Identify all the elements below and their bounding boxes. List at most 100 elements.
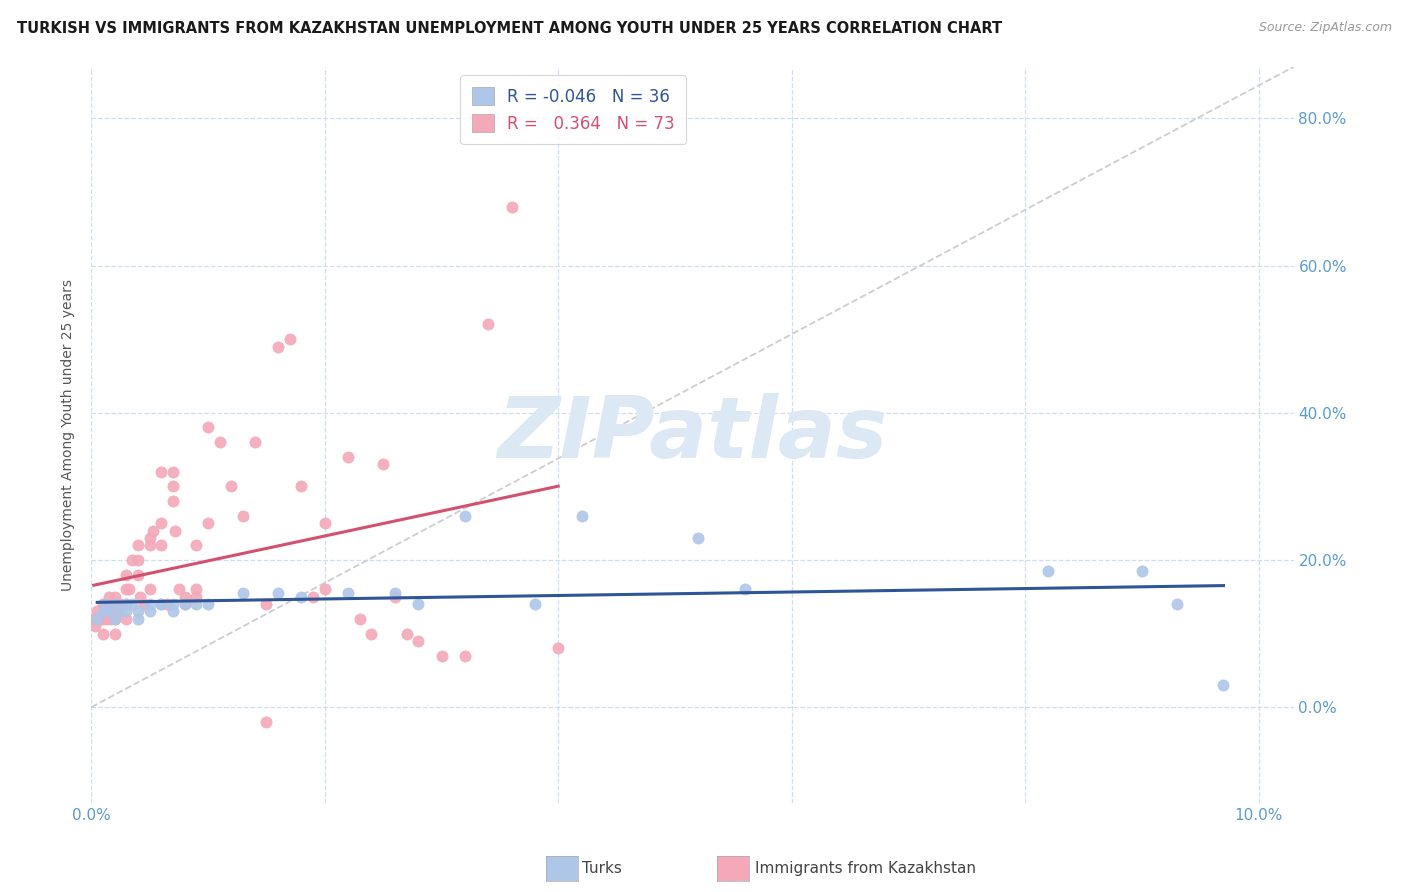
Point	[127, 553, 149, 567]
Point	[127, 567, 149, 582]
Point	[129, 590, 152, 604]
Point	[167, 582, 190, 597]
Point	[118, 582, 141, 597]
Point	[1166, 597, 1188, 611]
Point	[290, 479, 312, 493]
Point	[186, 590, 208, 604]
Point	[221, 479, 243, 493]
Point	[162, 465, 184, 479]
Point	[406, 597, 429, 611]
Point	[477, 318, 499, 332]
Point	[523, 597, 546, 611]
Point	[162, 597, 184, 611]
Point	[571, 508, 593, 523]
Point	[97, 605, 120, 619]
Point	[243, 435, 266, 450]
Point	[104, 626, 127, 640]
Point	[290, 590, 312, 604]
Text: Turks: Turks	[582, 862, 621, 876]
Point	[688, 531, 710, 545]
Point	[94, 597, 117, 611]
Point	[83, 612, 105, 626]
Point	[142, 524, 165, 538]
Point	[302, 590, 325, 604]
Text: Immigrants from Kazakhstan: Immigrants from Kazakhstan	[755, 862, 976, 876]
Point	[267, 340, 290, 354]
Point	[186, 582, 208, 597]
Point	[337, 450, 360, 464]
Point	[94, 597, 117, 611]
Point	[91, 597, 114, 611]
Point	[150, 465, 173, 479]
Point	[150, 516, 173, 531]
Point	[156, 597, 179, 611]
Point	[406, 633, 429, 648]
Point	[454, 508, 477, 523]
Point	[89, 612, 111, 626]
Point	[173, 597, 195, 611]
Point	[83, 619, 105, 633]
Point	[110, 605, 132, 619]
Point	[232, 586, 254, 600]
Point	[1212, 678, 1234, 692]
Point	[337, 586, 360, 600]
Point	[104, 612, 127, 626]
Point	[162, 479, 184, 493]
Text: TURKISH VS IMMIGRANTS FROM KAZAKHSTAN UNEMPLOYMENT AMONG YOUTH UNDER 25 YEARS CO: TURKISH VS IMMIGRANTS FROM KAZAKHSTAN UN…	[17, 21, 1002, 36]
Point	[430, 648, 453, 663]
Point	[139, 582, 162, 597]
Point	[121, 597, 143, 611]
Point	[150, 597, 173, 611]
Point	[139, 531, 162, 545]
Point	[127, 605, 149, 619]
Point	[91, 626, 114, 640]
Point	[127, 612, 149, 626]
Point	[121, 553, 143, 567]
Point	[197, 420, 219, 434]
Point	[232, 508, 254, 523]
Y-axis label: Unemployment Among Youth under 25 years: Unemployment Among Youth under 25 years	[62, 279, 76, 591]
Point	[150, 597, 173, 611]
Text: Source: ZipAtlas.com: Source: ZipAtlas.com	[1258, 21, 1392, 34]
Point	[105, 605, 128, 619]
Point	[278, 332, 301, 346]
Point	[104, 590, 127, 604]
Text: ZIPatlas: ZIPatlas	[498, 393, 887, 476]
Point	[256, 597, 278, 611]
Point	[104, 597, 127, 611]
Point	[547, 641, 569, 656]
Point	[1130, 564, 1153, 578]
Point	[115, 612, 138, 626]
Point	[86, 605, 108, 619]
Point	[91, 612, 114, 626]
Point	[256, 714, 278, 729]
Point	[165, 524, 187, 538]
Point	[501, 200, 523, 214]
Point	[360, 626, 382, 640]
Point	[104, 612, 127, 626]
Point	[173, 590, 195, 604]
Point	[373, 458, 395, 472]
Point	[349, 612, 371, 626]
Point	[110, 597, 132, 611]
Point	[454, 648, 477, 663]
Point	[384, 586, 406, 600]
Point	[115, 582, 138, 597]
Point	[104, 597, 127, 611]
Point	[1038, 564, 1060, 578]
Point	[395, 626, 418, 640]
Point	[150, 538, 173, 552]
Point	[97, 605, 120, 619]
Point	[267, 586, 290, 600]
Point	[208, 435, 231, 450]
Point	[86, 612, 108, 626]
Point	[91, 605, 114, 619]
Point	[139, 597, 162, 611]
Point	[139, 538, 162, 552]
Point	[384, 590, 406, 604]
Point	[132, 597, 155, 611]
Point	[162, 494, 184, 508]
Point	[186, 597, 208, 611]
Point	[96, 612, 118, 626]
Point	[127, 538, 149, 552]
